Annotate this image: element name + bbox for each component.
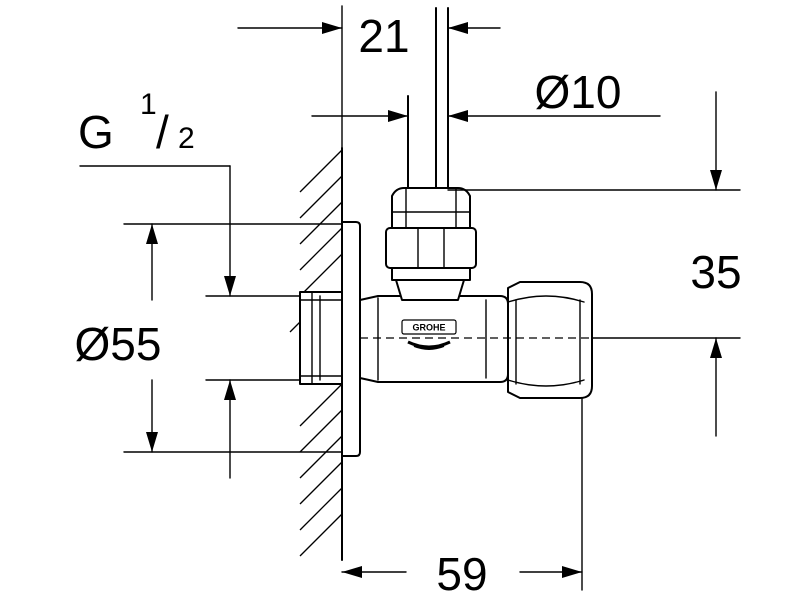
brand-logo-text: GROHE <box>412 323 445 333</box>
wall-hatching <box>289 149 343 557</box>
dimension-thread-denominator: 2 <box>178 122 195 155</box>
wall-thread-fitting <box>299 291 345 385</box>
rosette <box>341 221 361 457</box>
dimension-thread-prefix: G <box>78 106 114 158</box>
dimension-21-label: 21 <box>358 10 409 62</box>
brand-logo: GROHE <box>401 319 457 350</box>
dimension-thread-numerator: 1 <box>140 88 157 121</box>
dimension-pipe-diameter-label: Ø10 <box>535 66 622 118</box>
dimension-rosette-diameter: Ø55 <box>75 223 343 453</box>
dimension-depth-label: 59 <box>436 548 487 600</box>
side-cap-nut <box>507 281 593 399</box>
dimension-rosette-diameter-label: Ø55 <box>75 318 162 370</box>
dimension-height-label: 35 <box>690 246 741 298</box>
valve-body <box>359 279 509 383</box>
dimension-height: 35 <box>447 91 742 437</box>
dimension-thread-slash: / <box>156 106 169 158</box>
outlet-pipe <box>407 7 449 189</box>
dimension-21: 21 <box>237 5 501 149</box>
dimension-depth: 59 <box>341 397 583 600</box>
dimension-pipe-diameter: Ø10 <box>311 66 661 122</box>
dimension-thread: G 1 / 2 <box>78 88 301 479</box>
top-compression-nut <box>385 187 477 281</box>
